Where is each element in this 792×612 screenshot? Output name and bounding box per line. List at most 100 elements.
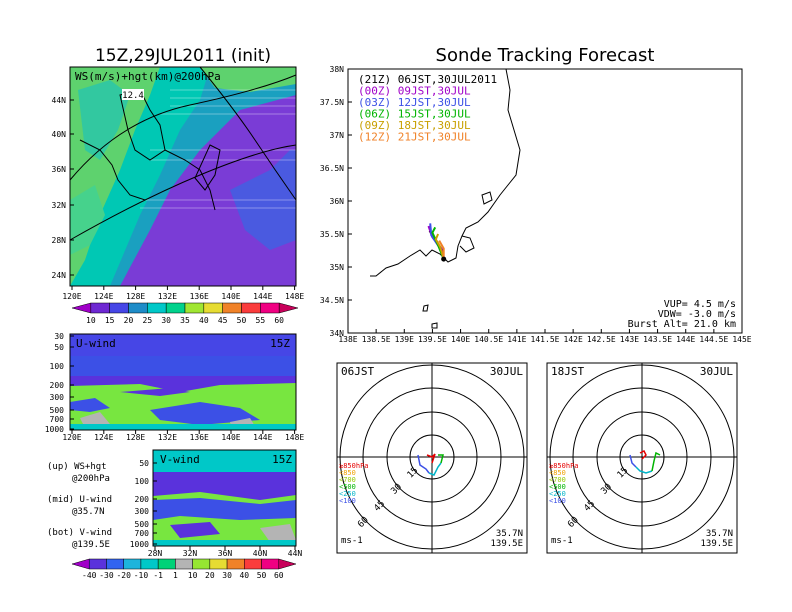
lon-tick-label: 120E <box>62 433 81 442</box>
colorbar-label: 30 <box>161 316 171 325</box>
lon-tick-label: 142E <box>564 335 583 344</box>
speed-ring <box>362 387 502 527</box>
lon-tick-label: 144.5E <box>699 335 728 344</box>
lon-tick-label: 145E <box>732 335 751 344</box>
lat-tick-label: 34.5N <box>320 296 344 305</box>
u-wind-panel <box>69 333 297 431</box>
colorbar-swatch <box>244 558 262 570</box>
hodograph-trace <box>438 454 444 464</box>
level-label: <500 <box>549 483 566 491</box>
lat-tick-label: 28N <box>148 549 163 558</box>
colorbar-label: 60 <box>274 571 284 580</box>
wind-colorbar: -40 -30 -20 -10 -1 1 10 20 30 40 50 60 <box>71 558 297 580</box>
note-line: @200hPa <box>72 474 110 484</box>
level-label: <500 <box>339 483 356 491</box>
speed-ring <box>572 387 712 527</box>
lat-tick-label: 36N <box>218 549 233 558</box>
speed-ring <box>619 434 665 480</box>
colorbar-label: 60 <box>274 316 284 325</box>
pressure-tick-label: 1000 <box>130 540 149 549</box>
ws-lat-ticks: 44N 40N 36N 32N 28N 24N <box>52 96 74 280</box>
colorbar-label: 25 <box>143 316 153 325</box>
hodograph-lon: 139.5E <box>700 539 733 549</box>
lat-tick-label: 34N <box>330 329 345 338</box>
panel-notes: (up) WS+hgt @200hPa (mid) U-wind @35.7N (bot… <box>47 462 112 550</box>
sonde-tracks <box>427 223 447 262</box>
lon-tick-label: 142.5E <box>587 335 616 344</box>
hodograph-unit: ms-1 <box>341 536 363 546</box>
lat-tick-label: 37.5N <box>320 98 344 107</box>
track-info-line: VDW= -3.0 m/s <box>658 309 736 320</box>
level-label: ≥850hPa <box>549 462 579 470</box>
lon-tick-label: 148E <box>285 292 304 301</box>
lon-tick-label: 138E <box>338 335 357 344</box>
pressure-tick-label: 200 <box>135 495 150 504</box>
lat-tick-label: 40N <box>253 549 268 558</box>
track-panel-title: Sonde Tracking Forecast <box>436 45 655 66</box>
colorbar-label: -1 <box>153 571 163 580</box>
lon-tick-label: 140E <box>221 433 240 442</box>
colorbar-label: -10 <box>134 571 149 580</box>
track-legend-item: (09Z) 18JST,30JUL <box>358 119 471 132</box>
hodograph-trace <box>417 454 430 474</box>
colorbar-label: 1 <box>173 571 178 580</box>
colorbar-swatch <box>165 302 186 314</box>
colorbar-swatch <box>147 302 167 314</box>
lon-tick-label: 144E <box>676 335 695 344</box>
lat-tick-label: 44N <box>52 96 67 105</box>
lon-tick-label: 139.5E <box>418 335 447 344</box>
lon-tick-label: 120E <box>62 292 81 301</box>
speed-ring <box>339 364 525 550</box>
track-info-line: Burst Alt= 21.0 km <box>628 319 736 330</box>
colorbar-swatch <box>203 302 223 314</box>
lat-tick-label: 44N <box>288 549 303 558</box>
lat-tick-label: 36.5N <box>320 164 344 173</box>
colorbar-label: 15 <box>105 316 115 325</box>
lat-tick-label: 35.5N <box>320 230 344 239</box>
pressure-tick-label: 30 <box>54 332 64 341</box>
lon-tick-label: 124E <box>94 433 113 442</box>
lon-tick-label: 138.5E <box>362 335 391 344</box>
hodograph-trace <box>428 462 442 476</box>
note-line: (mid) U-wind <box>47 495 112 505</box>
lon-tick-label: 140E <box>221 292 240 301</box>
hodograph-date: 30JUL <box>490 365 523 378</box>
pressure-tick-label: 200 <box>50 381 65 390</box>
colorbar-swatch <box>278 302 299 314</box>
lat-tick-label: 40N <box>52 130 67 139</box>
hodograph-lon: 139.5E <box>490 539 523 549</box>
pressure-tick-label: 1000 <box>45 425 64 434</box>
colorbar-swatch <box>128 302 148 314</box>
pressure-tick-label: 500 <box>50 406 65 415</box>
ws-lon-ticks: 120E 124E 128E 132E 136E 140E 144E 148E <box>62 286 304 301</box>
colorbar-swatch <box>278 558 297 570</box>
level-label: <100 <box>549 497 566 505</box>
colorbar-swatch <box>88 558 107 570</box>
lat-tick-label: 24N <box>52 271 67 280</box>
track-legend: (21Z) 06JST,30JUL2011(00Z) 09JST,30JUL(0… <box>358 73 497 144</box>
colorbar-label: 45 <box>218 316 228 325</box>
contour-label: 12.4 <box>122 91 144 101</box>
colorbar-label: -40 <box>82 571 97 580</box>
level-label: <250 <box>339 490 356 498</box>
pressure-tick-label: 700 <box>50 415 65 424</box>
track-line <box>434 233 445 260</box>
lon-tick-label: 128E <box>126 433 145 442</box>
colorbar-swatch <box>260 302 280 314</box>
track-legend-item: (00Z) 09JST,30JUL <box>358 85 471 98</box>
colorbar-label: 20 <box>205 571 215 580</box>
lat-tick-label: 36N <box>52 165 67 174</box>
level-label: ≥850hPa <box>339 462 369 470</box>
pressure-tick-label: 50 <box>139 459 149 468</box>
ws-map-panel <box>69 66 297 287</box>
contour-label-box <box>122 89 144 100</box>
hodograph-unit: ms-1 <box>551 536 573 546</box>
note-line: @139.5E <box>72 540 110 550</box>
level-label: <250 <box>549 490 566 498</box>
level-label: <700 <box>549 476 566 484</box>
lat-tick-label: 36N <box>330 197 345 206</box>
v-wind-time: 15Z <box>272 453 292 466</box>
speed-ring <box>596 411 688 503</box>
